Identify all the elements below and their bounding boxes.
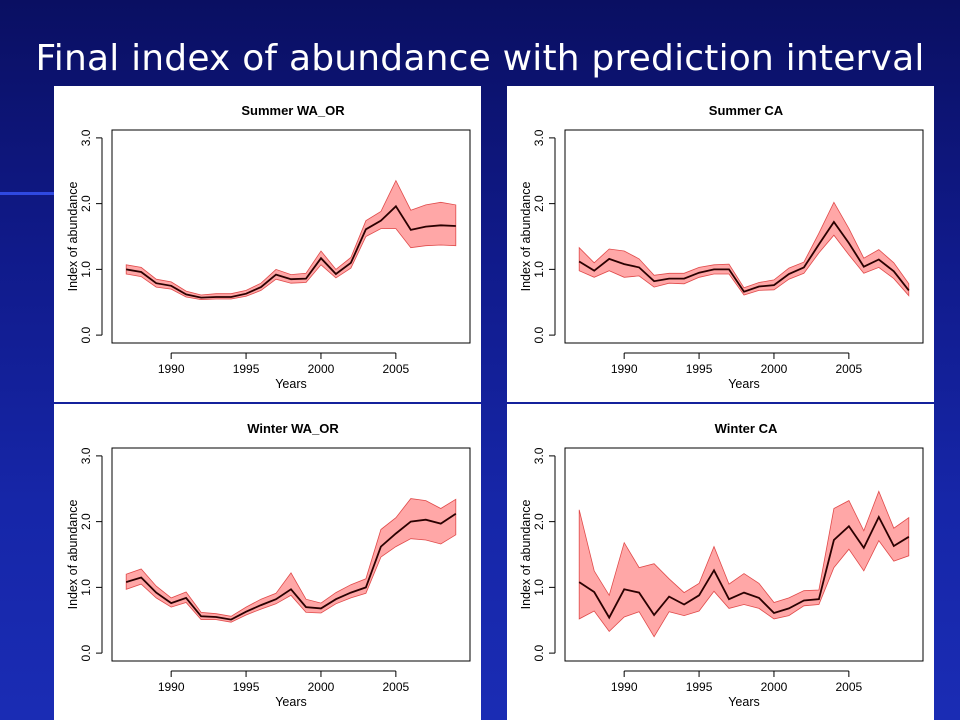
plot-frame <box>111 447 471 662</box>
y-tick-label: 0.0 <box>79 326 93 343</box>
x-tick-label: 1990 <box>611 680 638 694</box>
prediction-interval-band <box>125 179 457 301</box>
x-axis-label: Years <box>275 377 307 391</box>
x-tick-label: 2000 <box>761 680 788 694</box>
index-series-line <box>578 514 910 620</box>
chart-title: Summer WA_OR <box>241 103 345 118</box>
x-tick-label: 2005 <box>383 680 410 694</box>
chart-title: Winter CA <box>715 421 778 436</box>
y-tick-label: 0.0 <box>532 326 546 343</box>
y-tick-label: 3.0 <box>79 129 93 146</box>
panel-summer-ca: Summer CA 1990 1995 2000 2005 0.0 1.0 2.0 3.0 Yea… <box>507 86 934 402</box>
x-tick-label: 1995 <box>686 362 713 376</box>
y-tick-label: 1.0 <box>532 579 546 596</box>
x-axis-label: Years <box>728 695 760 709</box>
slide-title: Final index of abundance with prediction… <box>35 38 925 79</box>
y-tick-label: 0.0 <box>532 644 546 661</box>
chart-title: Summer CA <box>709 103 784 118</box>
x-tick-label: 1995 <box>686 680 713 694</box>
y-tick-label: 1.0 <box>79 261 93 278</box>
chart-svg: Summer WA_OR 1990 1995 2000 2005 0.0 1.0 2.0 3.0… <box>66 103 471 391</box>
index-series-line <box>125 512 457 621</box>
x-axis-label: Years <box>275 695 307 709</box>
y-tick-label: 1.0 <box>532 261 546 278</box>
y-axis-label: Index of abundance <box>66 182 80 292</box>
accent-band <box>0 192 56 195</box>
prediction-interval-band <box>578 490 910 638</box>
x-tick-label: 2000 <box>308 680 335 694</box>
x-tick-label: 1995 <box>233 680 260 694</box>
prediction-interval-band <box>125 498 457 623</box>
chart-title: Winter WA_OR <box>247 421 339 436</box>
x-axis-label: Years <box>728 377 760 391</box>
prediction-interval-band <box>578 201 910 297</box>
x-tick-label: 1995 <box>233 362 260 376</box>
x-tick-label: 2005 <box>836 680 863 694</box>
y-axis-label: Index of abundance <box>519 182 533 292</box>
plot-frame <box>111 129 471 344</box>
y-tick-label: 0.0 <box>79 644 93 661</box>
y-tick-label: 3.0 <box>79 447 93 464</box>
x-tick-label: 2005 <box>836 362 863 376</box>
chart-svg: Winter WA_OR 1990 1995 2000 2005 0.0 1.0 2.0 3.0… <box>66 421 471 709</box>
x-tick-label: 2000 <box>761 362 788 376</box>
y-axis-label: Index of abundance <box>519 500 533 610</box>
panel-summer-wa-or: Summer WA_OR 1990 1995 2000 2005 0.0 1.0 2.0 3.0… <box>54 86 481 402</box>
y-tick-label: 1.0 <box>79 579 93 596</box>
y-tick-label: 2.0 <box>79 513 93 530</box>
x-tick-label: 1990 <box>158 362 185 376</box>
x-tick-label: 1990 <box>611 362 638 376</box>
y-tick-label: 3.0 <box>532 447 546 464</box>
chart-svg: Summer CA 1990 1995 2000 2005 0.0 1.0 2.0 3.0 Yea… <box>519 103 924 391</box>
panel-winter-wa-or: Winter WA_OR 1990 1995 2000 2005 0.0 1.0 2.0 3.0… <box>54 404 481 720</box>
plot-frame <box>564 129 924 344</box>
y-tick-label: 2.0 <box>79 195 93 212</box>
y-axis-label: Index of abundance <box>66 500 80 610</box>
y-tick-label: 2.0 <box>532 513 546 530</box>
y-tick-label: 3.0 <box>532 129 546 146</box>
x-tick-label: 2000 <box>308 362 335 376</box>
x-tick-label: 2005 <box>383 362 410 376</box>
chart-svg: Winter CA 1990 1995 2000 2005 0.0 1.0 2.0 3.0 Yea… <box>519 421 924 709</box>
panel-winter-ca: Winter CA 1990 1995 2000 2005 0.0 1.0 2.0 3.0 Yea… <box>507 404 934 720</box>
plot-frame <box>564 447 924 662</box>
x-tick-label: 1990 <box>158 680 185 694</box>
index-series-line <box>126 204 456 299</box>
index-series-line <box>578 220 910 293</box>
y-tick-label: 2.0 <box>532 195 546 212</box>
